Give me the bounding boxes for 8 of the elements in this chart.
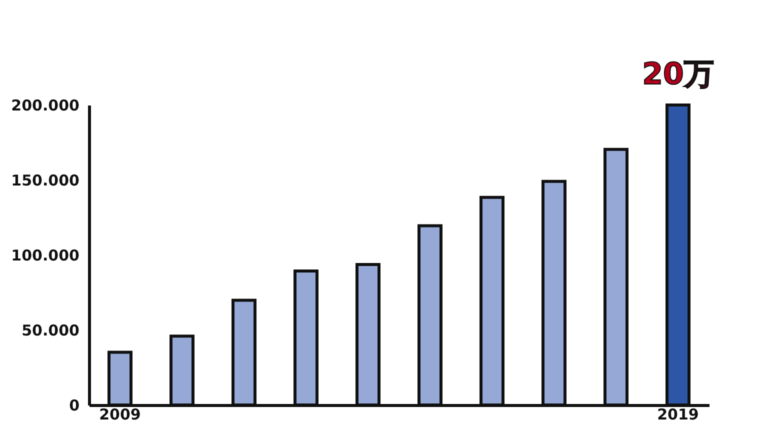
y-tick-label: 50.000	[22, 322, 80, 340]
x-tick-label: 2009	[99, 406, 141, 424]
y-tick-label: 150.000	[11, 172, 80, 190]
y-tick-label: 100.000	[11, 246, 80, 264]
y-tick-label: 200.000	[11, 96, 80, 114]
annotation: 20万	[642, 57, 714, 92]
y-tick-label: 0	[69, 396, 80, 414]
x-tick-label: 2019	[657, 406, 699, 424]
